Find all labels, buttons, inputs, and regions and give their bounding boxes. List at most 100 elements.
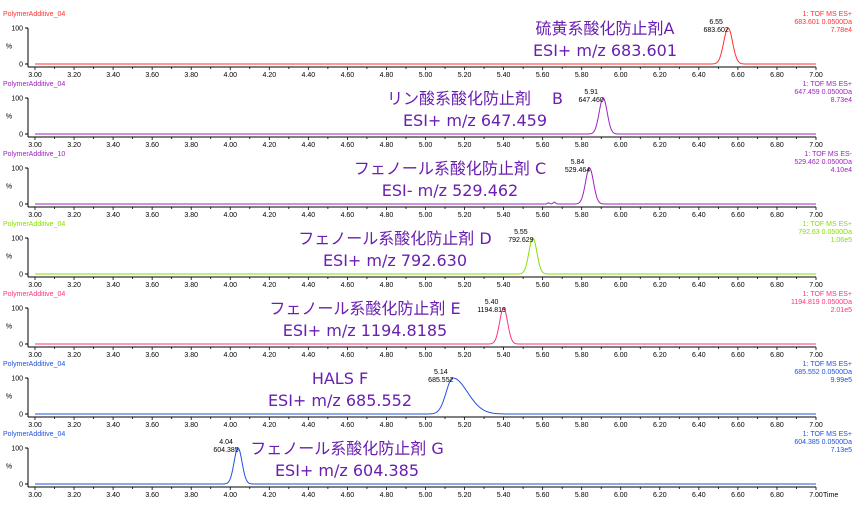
x-tick-label: 3.20 <box>67 352 81 359</box>
x-tick-label: 7.00 <box>809 352 823 359</box>
x-tick-label: 5.80 <box>575 282 589 289</box>
x-tick-label: 5.60 <box>536 72 550 79</box>
x-tick-label: 7.00 <box>809 282 823 289</box>
intensity-label: 7.13e5 <box>831 447 853 454</box>
x-tick-label: 5.20 <box>458 282 472 289</box>
mass-window-label: 683.601 0.0500Da <box>794 19 852 26</box>
mz-annotation: ESI+ m/z 792.630 <box>323 251 467 270</box>
x-tick-label: 6.60 <box>731 212 745 219</box>
mz-annotation: ESI+ m/z 647.459 <box>403 111 547 130</box>
channel-label: 1: TOF MS ES+ <box>803 291 852 298</box>
peak-mz-label: 604.385 <box>213 447 238 454</box>
y-tick-label: 0 <box>19 272 23 279</box>
x-tick-label: 4.00 <box>223 492 237 499</box>
peak-rt-label: 5.55 <box>514 229 528 236</box>
peak-mz-label: 792.629 <box>508 237 533 244</box>
channel-label: 1: TOF MS ES+ <box>803 11 852 18</box>
chromatogram-trace <box>35 447 816 485</box>
chromatogram-panel: PolymerAdditive_04 1: TOF MS ES+685.552 0… <box>3 361 852 429</box>
x-tick-label: 4.40 <box>302 72 316 79</box>
x-tick-label: 4.80 <box>380 422 394 429</box>
compound-annotation: リン酸系酸化防止剤 B <box>387 89 563 108</box>
x-tick-label: 7.00 <box>809 492 823 499</box>
y-tick-label: 100 <box>11 306 23 313</box>
y-tick-label: 100 <box>11 96 23 103</box>
x-tick-label: 3.20 <box>67 212 81 219</box>
chromatogram-panel: PolymerAdditive_10 1: TOF MS ES-529.462 0… <box>3 151 853 219</box>
x-tick-label: 6.40 <box>692 352 706 359</box>
x-tick-label: 5.20 <box>458 352 472 359</box>
x-tick-label: 4.00 <box>223 422 237 429</box>
x-tick-label: 5.40 <box>497 212 511 219</box>
peak-rt-label: 4.04 <box>219 439 233 446</box>
x-tick-label: 5.60 <box>536 282 550 289</box>
x-tick-label: 6.60 <box>731 422 745 429</box>
x-tick-label: 3.40 <box>106 212 120 219</box>
x-tick-label: 3.60 <box>145 282 159 289</box>
x-tick-label: 4.60 <box>341 72 355 79</box>
x-tick-label: 5.20 <box>458 212 472 219</box>
x-tick-label: 6.20 <box>653 422 667 429</box>
x-tick-label: 3.80 <box>184 282 198 289</box>
y-unit-label: % <box>6 114 12 121</box>
x-tick-label: 3.40 <box>106 72 120 79</box>
peak-rt-label: 5.91 <box>584 89 598 96</box>
channel-label: 1: TOF MS ES+ <box>803 431 852 438</box>
x-tick-label: 5.40 <box>497 142 511 149</box>
x-tick-label: 3.40 <box>106 282 120 289</box>
y-tick-label: 0 <box>19 202 23 209</box>
x-tick-label: 4.60 <box>341 492 355 499</box>
mass-window-label: 604.385 0.0500Da <box>794 439 852 446</box>
x-tick-label: 5.00 <box>419 352 433 359</box>
x-tick-label: 3.60 <box>145 142 159 149</box>
peak-mz-label: 647.460 <box>579 97 604 104</box>
x-tick-label: 5.40 <box>497 422 511 429</box>
x-tick-label: 4.40 <box>302 422 316 429</box>
x-tick-label: 6.80 <box>770 352 784 359</box>
x-tick-label: 5.20 <box>458 492 472 499</box>
x-tick-label: 6.60 <box>731 142 745 149</box>
x-tick-label: 6.20 <box>653 492 667 499</box>
x-tick-label: 4.00 <box>223 282 237 289</box>
x-tick-label: 4.60 <box>341 282 355 289</box>
x-tick-label: 4.40 <box>302 212 316 219</box>
chromatogram-panel: PolymerAdditive_04 1: TOF MS ES+792.63 0.… <box>3 221 852 289</box>
x-tick-label: 5.20 <box>458 72 472 79</box>
x-tick-label: 6.40 <box>692 282 706 289</box>
mz-annotation: ESI+ m/z 604.385 <box>275 461 419 480</box>
x-tick-label: 6.80 <box>770 282 784 289</box>
x-tick-label: 4.60 <box>341 212 355 219</box>
x-tick-label: 5.00 <box>419 72 433 79</box>
compound-annotation: フェノール系酸化防止剤 G <box>250 439 444 458</box>
x-tick-label: 7.00 <box>809 422 823 429</box>
compound-annotation: フェノール系酸化防止剤 C <box>354 159 546 178</box>
x-tick-label: 3.20 <box>67 492 81 499</box>
x-tick-label: 3.00 <box>28 492 42 499</box>
x-tick-label: 6.20 <box>653 282 667 289</box>
y-tick-label: 0 <box>19 342 23 349</box>
x-tick-label: 3.20 <box>67 72 81 79</box>
x-tick-label: 5.80 <box>575 142 589 149</box>
x-tick-label: 3.00 <box>28 352 42 359</box>
x-tick-label: 7.00 <box>809 72 823 79</box>
x-tick-label: 3.20 <box>67 142 81 149</box>
x-tick-label: 4.20 <box>262 212 276 219</box>
chromatogram-trace <box>35 167 816 205</box>
x-tick-label: 3.60 <box>145 422 159 429</box>
y-tick-label: 0 <box>19 412 23 419</box>
x-tick-label: 6.80 <box>770 72 784 79</box>
x-tick-label: 5.00 <box>419 422 433 429</box>
chromatogram-panel: PolymerAdditive_04 1: TOF MS ES+1194.819 … <box>3 291 852 359</box>
chromatogram-trace <box>35 97 816 135</box>
y-unit-label: % <box>6 394 12 401</box>
x-tick-label: 3.20 <box>67 282 81 289</box>
x-tick-label: 5.60 <box>536 422 550 429</box>
chromatogram-panel: PolymerAdditive_04 1: TOF MS ES+604.385 0… <box>3 431 852 499</box>
sample-name: PolymerAdditive_10 <box>3 151 65 158</box>
y-tick-label: 0 <box>19 62 23 69</box>
x-tick-label: 6.80 <box>770 212 784 219</box>
x-tick-label: 6.60 <box>731 352 745 359</box>
y-unit-label: % <box>6 464 12 471</box>
x-tick-label: 5.80 <box>575 72 589 79</box>
